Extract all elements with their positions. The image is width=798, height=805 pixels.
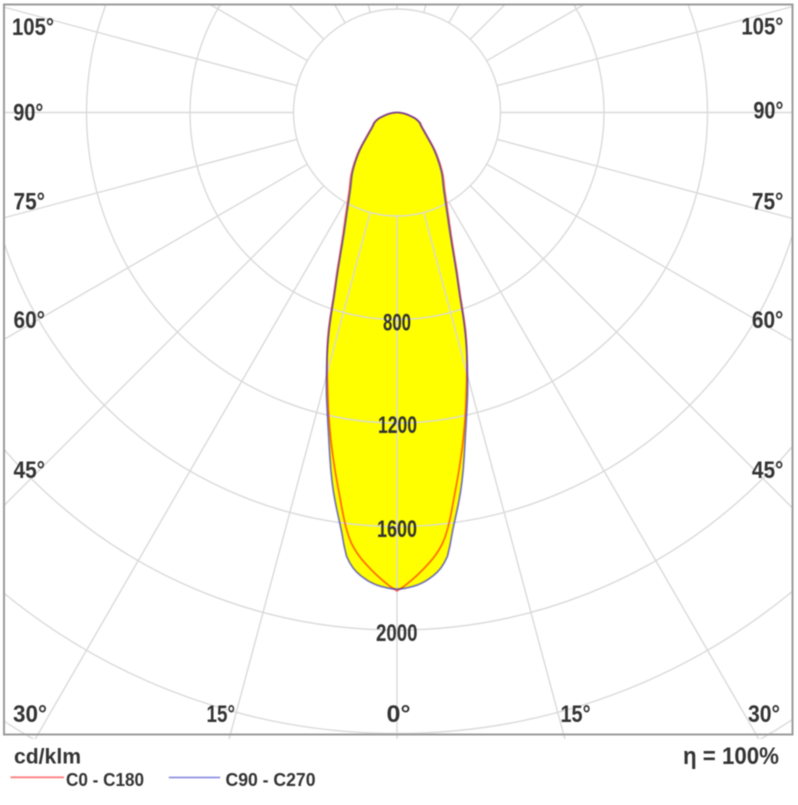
svg-text:45°: 45° <box>752 457 784 484</box>
svg-text:0°: 0° <box>387 701 411 728</box>
svg-text:1600: 1600 <box>377 516 417 543</box>
svg-text:90°: 90° <box>753 98 783 125</box>
svg-text:800: 800 <box>383 310 411 337</box>
svg-text:2000: 2000 <box>376 620 418 647</box>
svg-text:60°: 60° <box>14 307 46 334</box>
svg-text:90°: 90° <box>13 100 43 127</box>
svg-text:45°: 45° <box>14 457 46 484</box>
svg-text:cd/klm: cd/klm <box>14 746 81 769</box>
svg-text:C0 - C180: C0 - C180 <box>66 769 144 790</box>
svg-text:105°: 105° <box>12 14 54 41</box>
svg-text:η = 100%: η = 100% <box>683 743 779 770</box>
svg-text:1200: 1200 <box>378 412 417 439</box>
svg-text:15°: 15° <box>207 701 236 728</box>
svg-text:75°: 75° <box>14 189 46 216</box>
svg-text:C90 - C270: C90 - C270 <box>226 769 316 790</box>
svg-text:30°: 30° <box>13 701 47 728</box>
svg-text:15°: 15° <box>561 701 591 728</box>
svg-text:105°: 105° <box>741 14 783 41</box>
svg-text:75°: 75° <box>752 189 784 216</box>
svg-text:30°: 30° <box>748 701 780 728</box>
svg-text:60°: 60° <box>752 307 784 334</box>
